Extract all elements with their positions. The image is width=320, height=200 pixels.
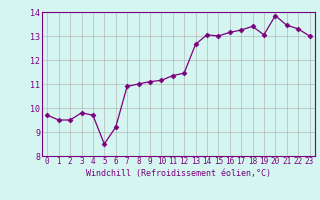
X-axis label: Windchill (Refroidissement éolien,°C): Windchill (Refroidissement éolien,°C): [86, 169, 271, 178]
